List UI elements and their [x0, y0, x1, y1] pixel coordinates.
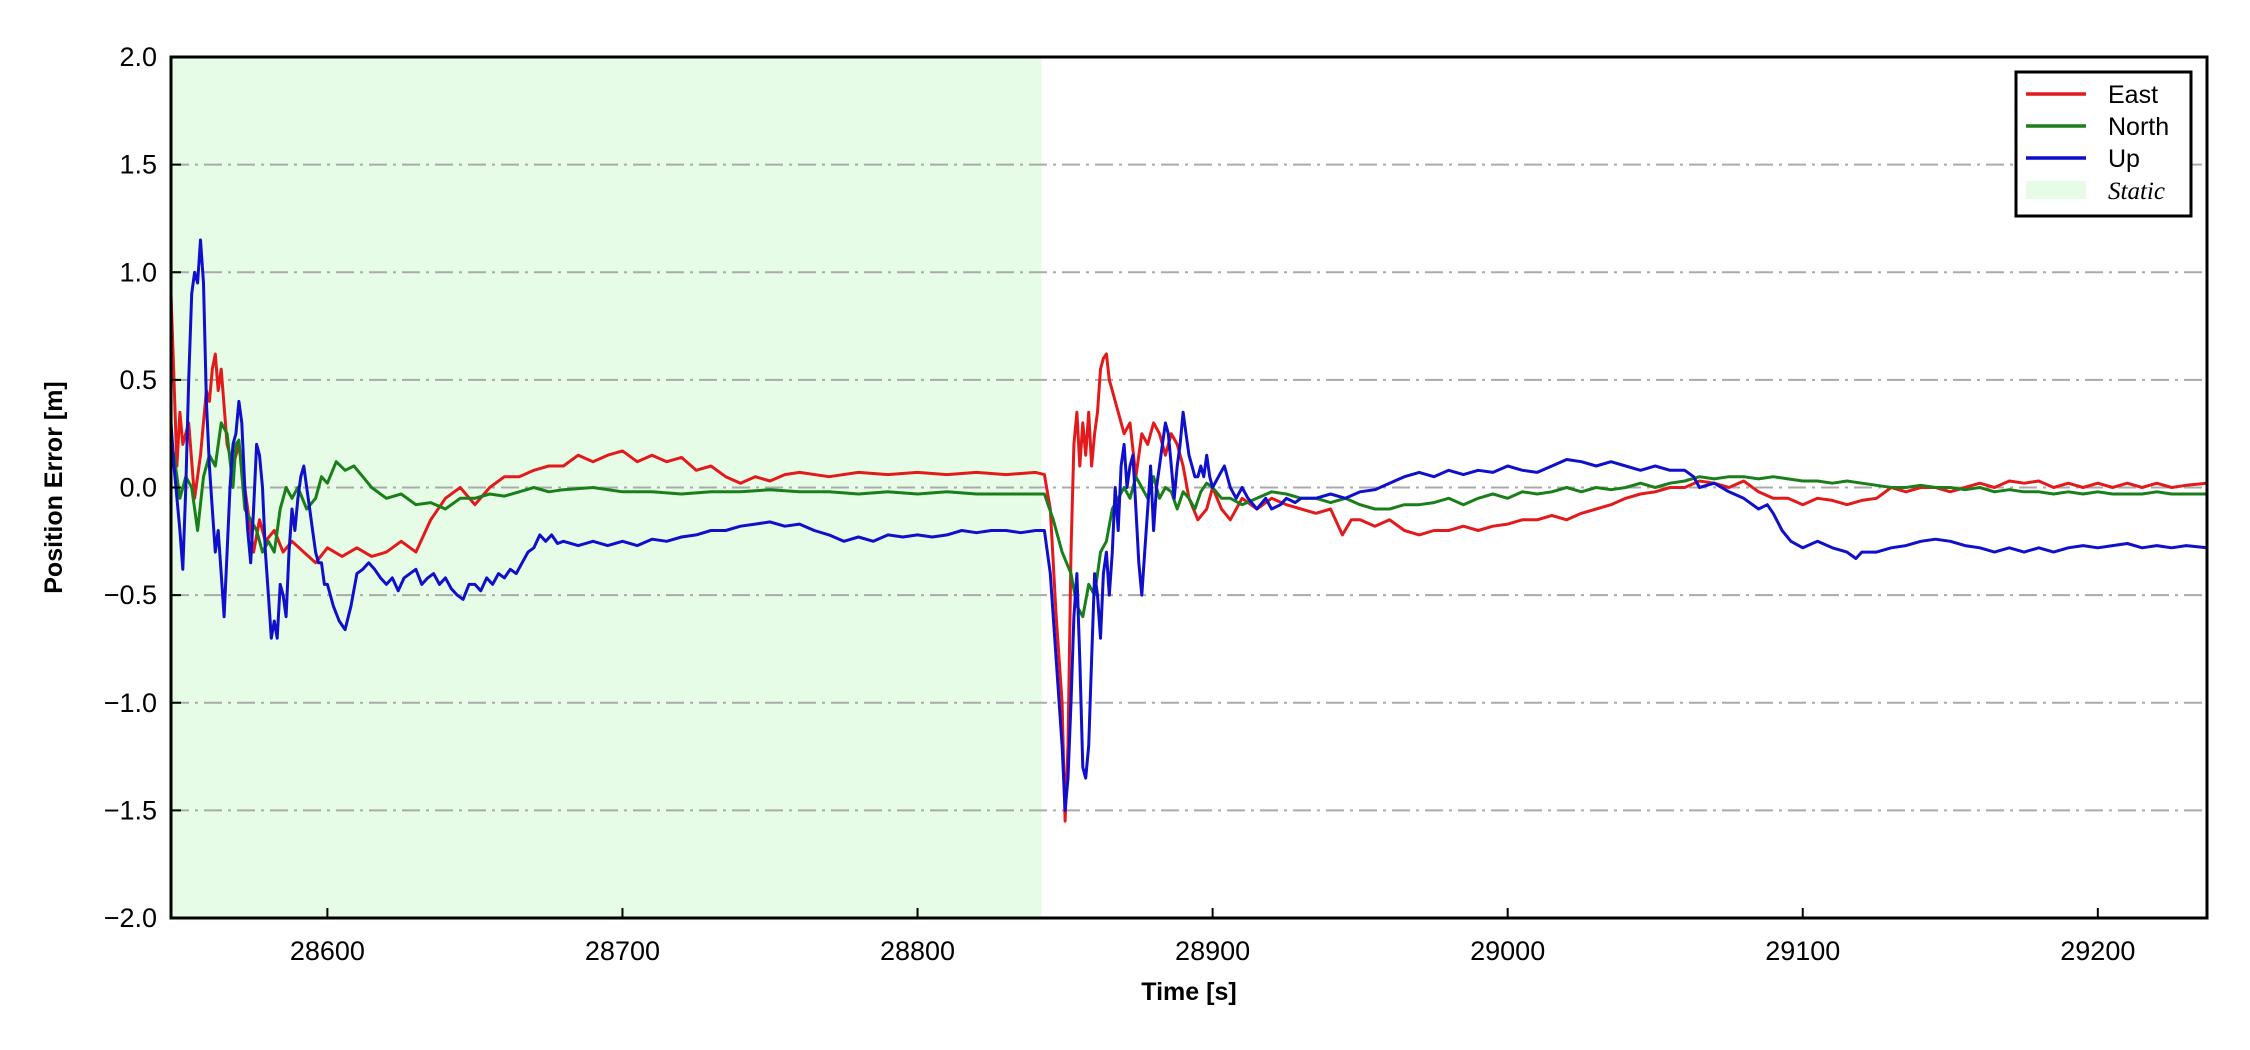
- y-tick-label: 1.5: [119, 150, 157, 180]
- x-tick-label: 28600: [290, 936, 365, 966]
- x-tick-label: 29100: [1765, 936, 1840, 966]
- y-axis-ticks: −2.0 −1.5 −1.0 −0.5 0.0 0.5 1.0 1.5 2.0: [104, 42, 181, 933]
- x-tick-label: 28800: [880, 936, 955, 966]
- series-lines: [169, 238, 2208, 823]
- y-tick-label: 0.5: [119, 365, 157, 395]
- y-tick-label: −2.0: [104, 903, 157, 933]
- legend-label-north: North: [2108, 113, 2169, 141]
- x-axis-title: Time [s]: [1141, 978, 1236, 1006]
- y-tick-label: −1.5: [104, 795, 157, 825]
- legend: East North Up Static: [2014, 70, 2193, 218]
- series-line-east: [169, 293, 2208, 823]
- legend-swatch-static: [2026, 181, 2086, 199]
- y-tick-label: −0.5: [104, 580, 157, 610]
- x-axis-ticks: 28600 28700 28800 28900 29000 29100 29200: [290, 908, 2135, 966]
- y-tick-label: −1.0: [104, 688, 157, 718]
- x-tick-label: 29200: [2060, 936, 2135, 966]
- legend-label-static: Static: [2108, 178, 2165, 205]
- x-tick-label: 28700: [585, 936, 660, 966]
- x-tick-label: 28900: [1175, 936, 1250, 966]
- series-line-up: [169, 238, 2208, 812]
- x-tick-label: 29000: [1470, 936, 1545, 966]
- y-gridlines: [171, 163, 2207, 812]
- legend-label-up: Up: [2108, 145, 2140, 173]
- y-axis-title: Position Error [m]: [40, 381, 68, 594]
- legend-label-east: East: [2108, 81, 2158, 109]
- y-tick-label: 0.0: [119, 473, 157, 503]
- y-tick-label: 2.0: [119, 42, 157, 72]
- y-tick-label: 1.0: [119, 257, 157, 287]
